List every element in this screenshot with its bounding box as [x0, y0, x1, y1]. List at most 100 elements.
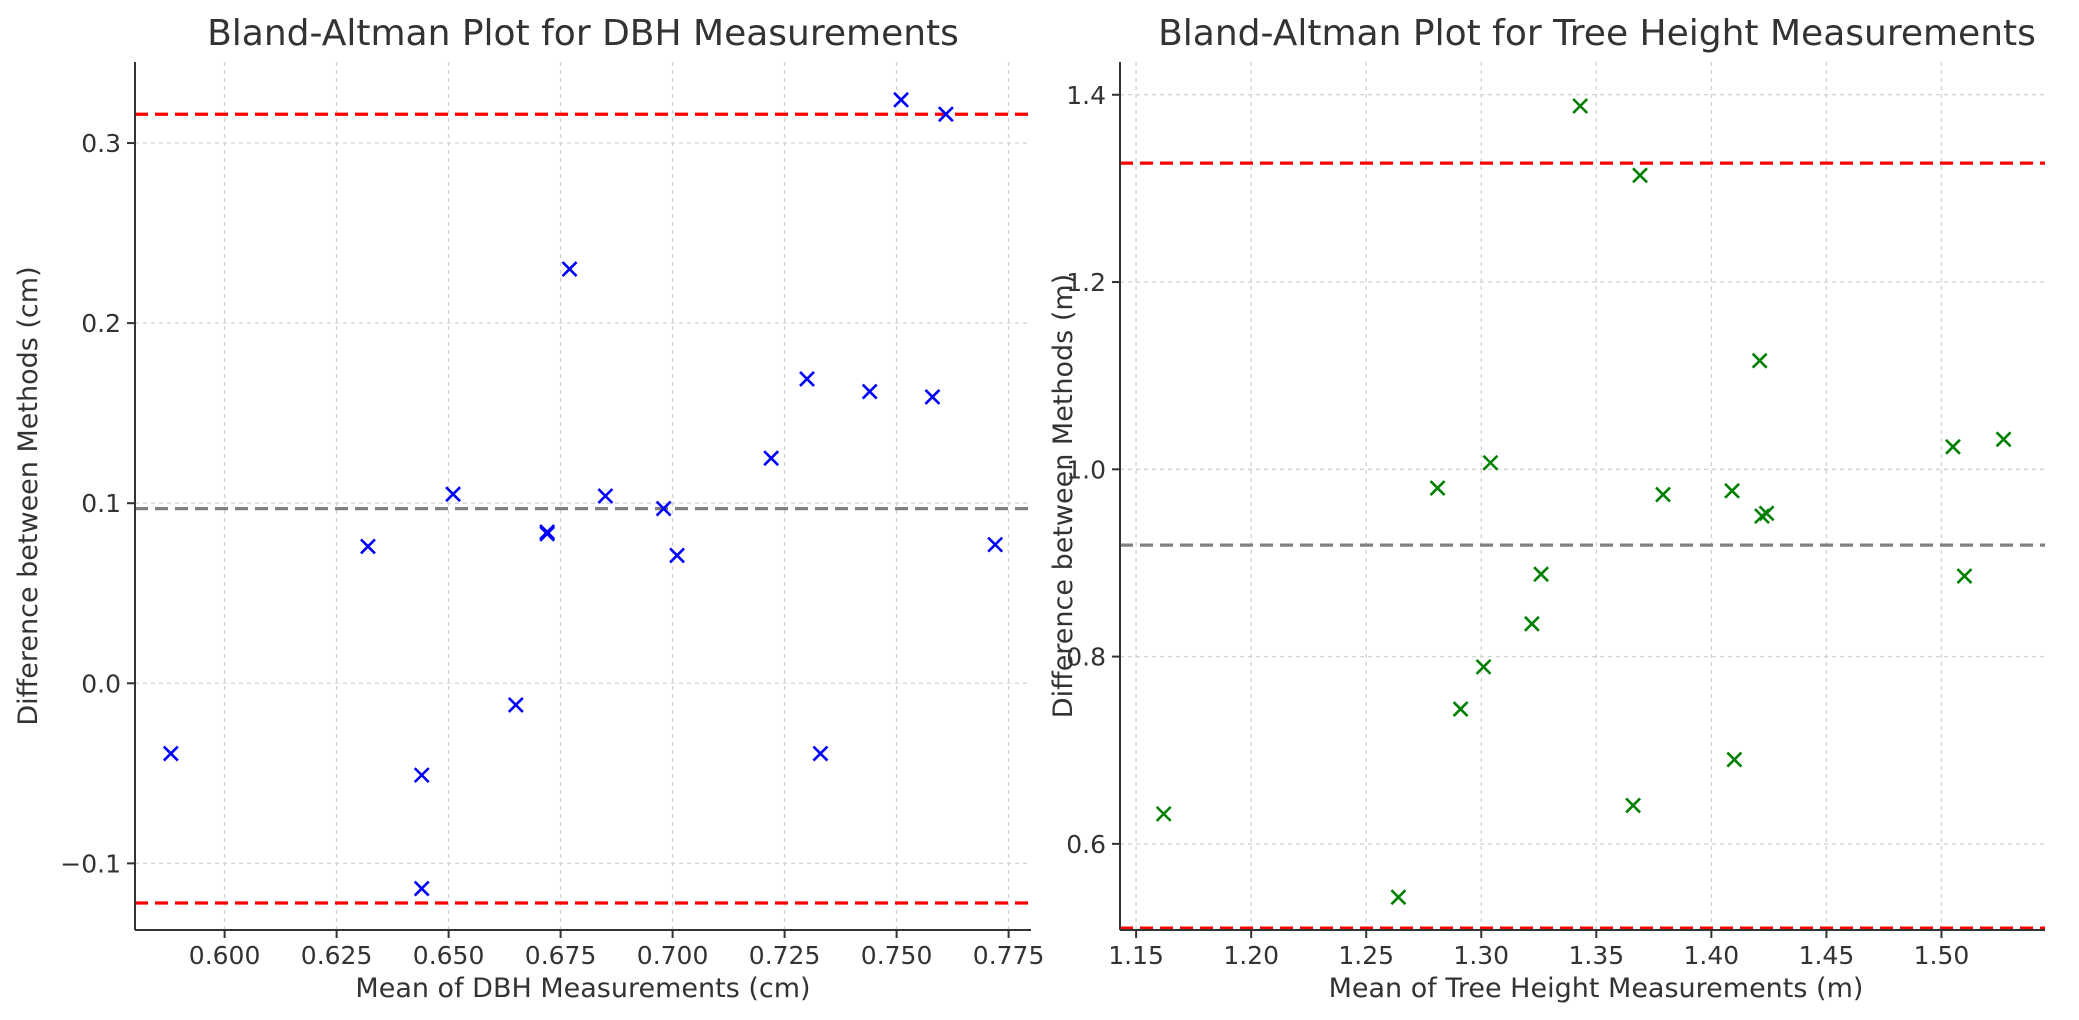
- dbh-y-axis-label: Difference between Methods (cm): [13, 266, 44, 725]
- dbh-data-point-stroke: [162, 745, 179, 762]
- height-data-point-stroke: [1533, 566, 1550, 583]
- height-data-point: [1482, 454, 1499, 471]
- height-x-tick-label: 1.25: [1338, 941, 1394, 970]
- dbh-x-axis-label: Mean of DBH Measurements (cm): [355, 973, 810, 1004]
- dbh-data-point: [799, 371, 815, 387]
- dbh-y-tick-label: 0.0: [81, 669, 121, 698]
- dbh-y-tick-label: 0.1: [81, 489, 121, 518]
- height-data-point: [1758, 505, 1775, 522]
- height-reference-lines: [1120, 161, 2045, 930]
- dbh-data-point-stroke: [812, 745, 829, 762]
- dbh-data-point: [812, 745, 829, 762]
- height-data-point: [1995, 431, 2012, 448]
- dbh-data-point-stroke: [893, 91, 909, 108]
- dbh-x-tick-label: 0.625: [301, 941, 373, 970]
- height-grid: [1120, 62, 2045, 930]
- height-data-point-stroke: [1452, 701, 1469, 717]
- height-data-point-stroke: [1751, 352, 1768, 369]
- height-x-tick-label: 1.45: [1799, 941, 1855, 970]
- height-data-point: [1956, 568, 1973, 584]
- dbh-x-tick-label: 0.725: [749, 941, 821, 970]
- dbh-data-point: [561, 261, 578, 278]
- dbh-data-point-stroke: [413, 880, 430, 897]
- height-data-point-stroke: [1758, 505, 1775, 522]
- dbh-x-tick-label: 0.700: [637, 941, 709, 970]
- dbh-chart-title: Bland-Altman Plot for DBH Measurements: [207, 13, 959, 54]
- dbh-data-point-stroke: [861, 383, 878, 400]
- height-x-tick-label: 1.35: [1568, 941, 1624, 970]
- height-data-point-stroke: [1155, 805, 1172, 822]
- height-x-tick-label: 1.40: [1684, 941, 1740, 970]
- dbh-grid: [135, 62, 1031, 930]
- height-data-point: [1155, 805, 1172, 822]
- dbh-y-ticks: −0.1 0.0 0.1 0.2 0.3: [60, 129, 135, 878]
- height-data-point-stroke: [1995, 431, 2012, 448]
- height-data-point: [1724, 482, 1740, 499]
- dbh-data-point: [924, 389, 941, 405]
- height-data-point-stroke: [1726, 751, 1743, 768]
- height-chart: Bland-Altman Plot for Tree Height Measur…: [1048, 13, 2045, 1004]
- dbh-data-point: [162, 745, 179, 762]
- height-data-point: [1523, 615, 1540, 632]
- height-x-tick-label: 1.15: [1108, 941, 1164, 970]
- height-data-point: [1726, 751, 1743, 768]
- dbh-data-point: [539, 524, 556, 540]
- height-data-point: [1572, 98, 1589, 114]
- dbh-reference-lines: [135, 112, 1031, 905]
- dbh-axes: [134, 62, 1031, 931]
- dbh-data-point: [987, 536, 1004, 553]
- height-x-ticks: 1.15 1.20 1.25 1.30 1.35 1.40 1.45 1.50: [1108, 930, 1969, 970]
- dbh-data-point-stroke: [561, 261, 578, 278]
- dbh-data-point-stroke: [655, 500, 672, 517]
- height-data-point-stroke: [1956, 568, 1973, 584]
- height-axes: [1119, 62, 2045, 931]
- height-data-point-stroke: [1655, 486, 1671, 503]
- dbh-x-tick-label: 0.650: [413, 941, 485, 970]
- height-data-point: [1533, 566, 1550, 583]
- dbh-y-tick-label: 0.2: [81, 309, 121, 338]
- dbh-x-tick-label: 0.750: [861, 941, 933, 970]
- dbh-data-point: [861, 383, 878, 400]
- height-y-tick-label: 1.0: [1066, 455, 1106, 484]
- dbh-data-point-stroke: [539, 524, 556, 540]
- dbh-chart: Bland-Altman Plot for DBH Measurements 0…: [13, 13, 1044, 1004]
- dbh-data-point: [413, 767, 430, 784]
- height-y-ticks: 0.6 0.8 1.0 1.2 1.4: [1066, 81, 1120, 859]
- dbh-y-tick-label: 0.3: [81, 129, 121, 158]
- height-x-axis-label: Mean of Tree Height Measurements (m): [1329, 973, 1864, 1004]
- height-data-point: [1655, 486, 1671, 503]
- dbh-data-point-stroke: [763, 450, 780, 467]
- dbh-data-point-stroke: [987, 536, 1004, 553]
- dbh-data-point-stroke: [445, 486, 461, 503]
- dbh-data-point: [669, 547, 685, 564]
- height-data-point: [1751, 352, 1768, 369]
- dbh-data-point-stroke: [937, 106, 954, 123]
- height-data-point-stroke: [1390, 889, 1407, 906]
- height-y-tick-label: 0.8: [1066, 643, 1106, 672]
- dbh-x-tick-label: 0.775: [973, 941, 1045, 970]
- height-y-tick-label: 0.6: [1066, 830, 1106, 859]
- height-data-point: [1945, 438, 1961, 455]
- dbh-y-tick-label: −0.1: [60, 849, 121, 878]
- height-y-tick-label: 1.2: [1066, 268, 1106, 297]
- dbh-data-point: [507, 696, 524, 713]
- height-x-tick-label: 1.50: [1914, 941, 1970, 970]
- dbh-data-point: [597, 488, 614, 504]
- height-points: [1155, 98, 2012, 906]
- dbh-data-point: [937, 106, 954, 123]
- height-x-tick-label: 1.20: [1223, 941, 1279, 970]
- height-data-point-stroke: [1632, 167, 1648, 184]
- dbh-data-point-stroke: [360, 538, 376, 555]
- dbh-data-point: [893, 91, 909, 108]
- dbh-data-point-stroke: [507, 696, 524, 713]
- height-y-tick-label: 1.4: [1066, 81, 1106, 110]
- dbh-data-point: [655, 500, 672, 517]
- height-data-point: [1390, 889, 1407, 906]
- dbh-data-point-stroke: [413, 767, 430, 784]
- dbh-data-point: [763, 450, 780, 467]
- height-chart-title: Bland-Altman Plot for Tree Height Measur…: [1158, 13, 2036, 54]
- height-data-point: [1429, 480, 1446, 496]
- height-data-point-stroke: [1429, 480, 1446, 496]
- dbh-data-point-stroke: [799, 371, 815, 387]
